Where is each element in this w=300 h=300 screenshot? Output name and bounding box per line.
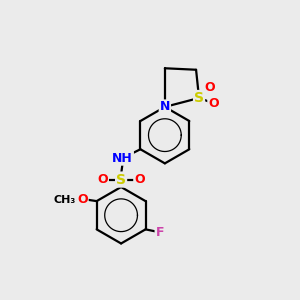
Text: F: F	[156, 226, 164, 239]
Text: N: N	[160, 100, 170, 113]
Text: O: O	[205, 81, 215, 94]
Text: O: O	[77, 193, 88, 206]
Text: O: O	[134, 173, 145, 186]
Text: CH₃: CH₃	[53, 195, 76, 205]
Text: O: O	[208, 97, 219, 110]
Text: O: O	[97, 173, 108, 186]
Text: S: S	[116, 172, 126, 187]
Text: S: S	[194, 91, 204, 105]
Text: NH: NH	[112, 152, 133, 165]
